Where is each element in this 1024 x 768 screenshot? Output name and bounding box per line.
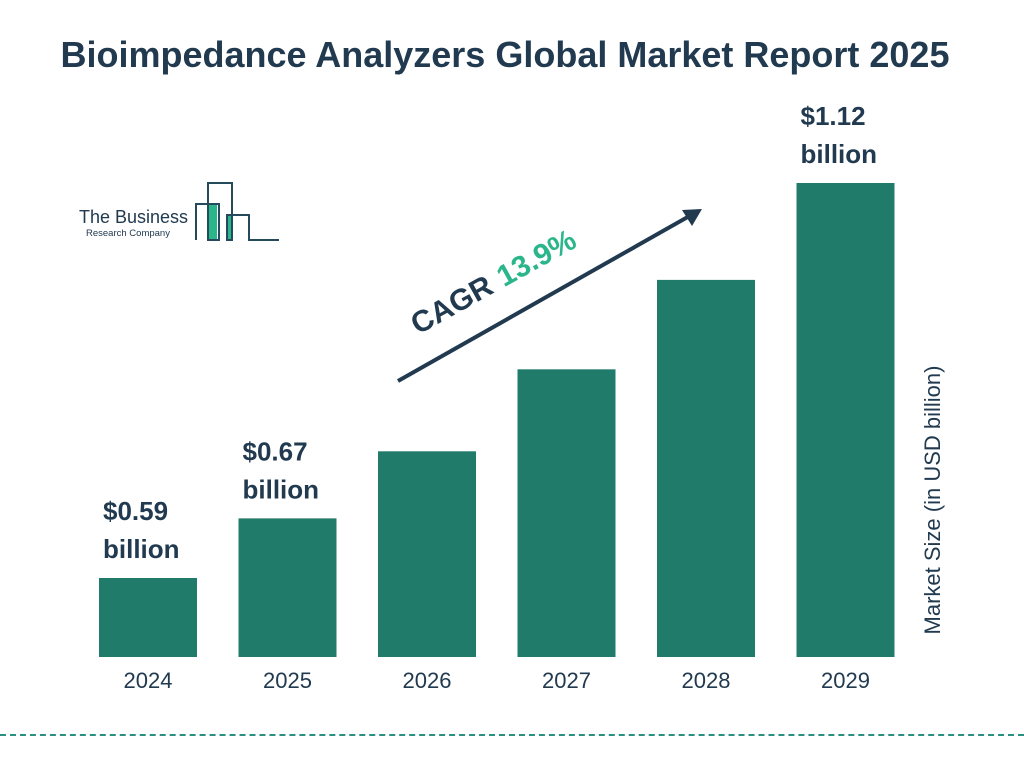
logo-line1: The Business (79, 207, 188, 227)
bar-2029 (796, 183, 895, 657)
divider (0, 734, 1024, 736)
cagr-arrow (397, 209, 702, 383)
bar-2025 (238, 518, 337, 657)
data-label: $1.12 (801, 101, 866, 131)
bar-2028 (657, 279, 755, 657)
x-tick-label: 2026 (403, 668, 452, 693)
x-tick-label: 2029 (821, 668, 870, 693)
data-label: billion (801, 139, 878, 169)
x-tick-label: 2027 (542, 668, 591, 693)
y-axis-label: Market Size (in USD billion) (920, 365, 945, 635)
chart-title: Bioimpedance Analyzers Global Market Rep… (60, 34, 950, 75)
x-tick-label: 2024 (124, 668, 173, 693)
data-label: billion (103, 534, 180, 564)
bar-2026 (378, 451, 476, 657)
logo-line2: Research Company (86, 228, 170, 239)
data-label: billion (243, 474, 320, 504)
cagr-annotation: CAGR13.9% (405, 223, 581, 341)
company-logo: The Business Research Company (79, 182, 279, 241)
data-label: $0.59 (103, 496, 168, 526)
x-tick-label: 2025 (263, 668, 312, 693)
data-label: $0.67 (243, 436, 308, 466)
bar-2024 (99, 578, 197, 657)
x-tick-label: 2028 (682, 668, 731, 693)
bar-2027 (517, 369, 616, 657)
